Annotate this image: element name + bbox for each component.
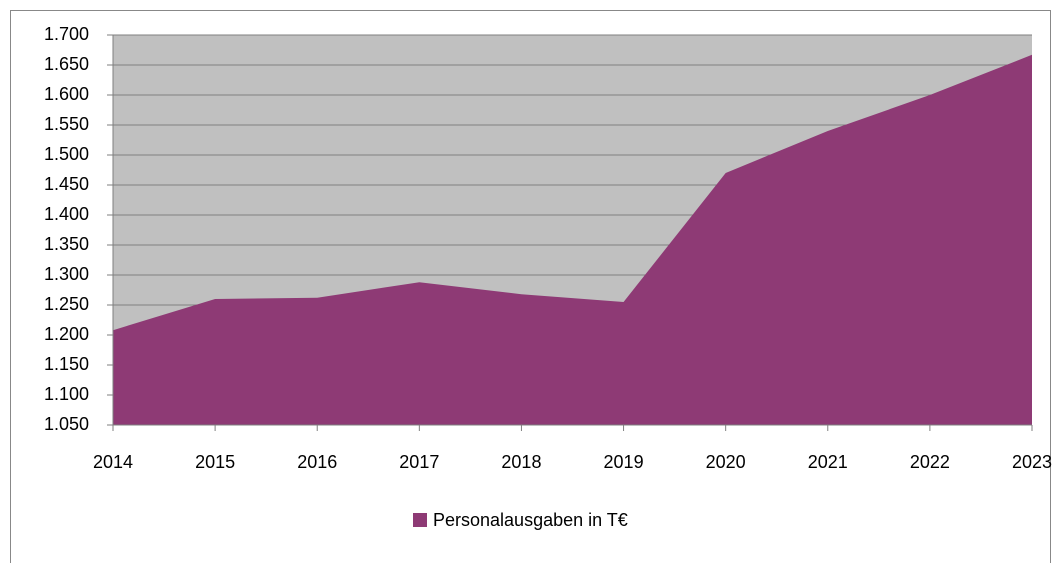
y-tick-label: 1.550 [44, 114, 89, 134]
x-tick-label: 2016 [297, 452, 337, 472]
y-tick-label: 1.250 [44, 294, 89, 314]
y-tick-label: 1.650 [44, 54, 89, 74]
x-tick-label: 2017 [399, 452, 439, 472]
x-tick-label: 2019 [604, 452, 644, 472]
y-tick-label: 1.300 [44, 264, 89, 284]
y-tick-label: 1.100 [44, 384, 89, 404]
area [113, 54, 1032, 426]
legend-swatch [413, 513, 427, 527]
y-tick-label: 1.700 [44, 24, 89, 44]
y-tick-label: 1.050 [44, 414, 89, 434]
y-tick-label: 1.500 [44, 144, 89, 164]
x-tick-label: 2020 [706, 452, 746, 472]
x-tick-label: 2018 [501, 452, 541, 472]
x-tick-label: 2022 [910, 452, 950, 472]
y-tick-label: 1.350 [44, 234, 89, 254]
x-tick-label: 2021 [808, 452, 848, 472]
x-tick-label: 2015 [195, 452, 235, 472]
y-tick-label: 1.600 [44, 84, 89, 104]
y-tick-label: 1.400 [44, 204, 89, 224]
x-tick-label: 2014 [93, 452, 133, 472]
legend-label: Personalausgaben in T€ [433, 510, 628, 530]
x-tick-label: 2023 [1012, 452, 1052, 472]
y-tick-label: 1.150 [44, 354, 89, 374]
y-tick-label: 1.200 [44, 324, 89, 344]
y-tick-label: 1.450 [44, 174, 89, 194]
